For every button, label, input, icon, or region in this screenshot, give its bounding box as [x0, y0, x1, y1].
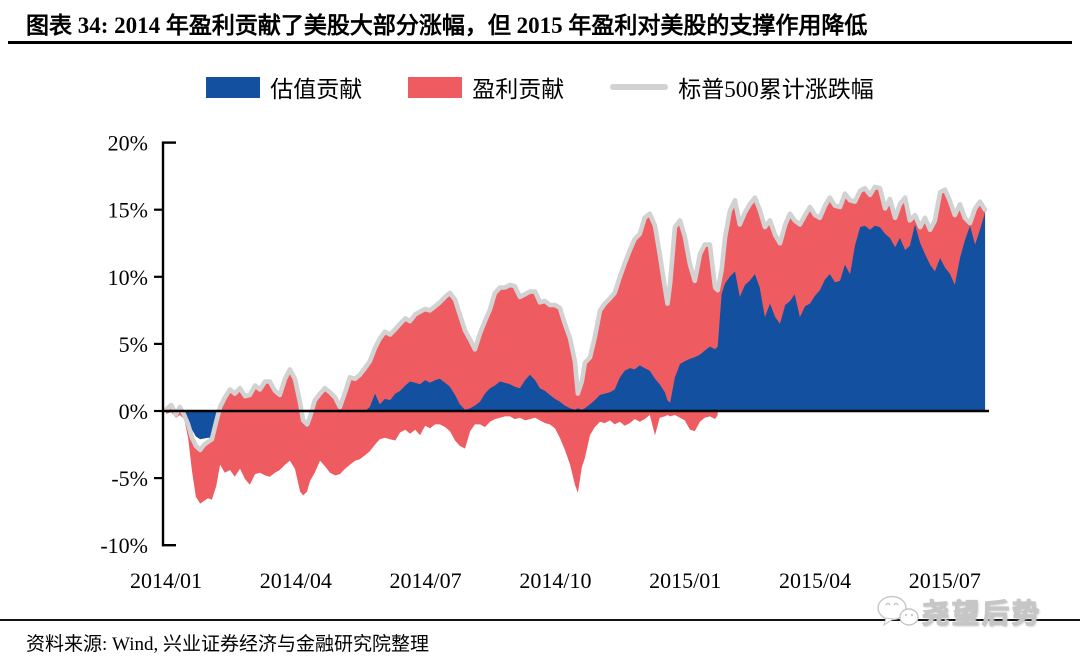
y-tick-label: 15%: [108, 198, 148, 223]
x-tick-label: 2015/07: [909, 568, 981, 593]
source-note: 资料来源: Wind, 兴业证券经济与金融研究院整理: [26, 629, 429, 656]
wechat-logo-icon: [876, 594, 920, 630]
y-tick-label: -5%: [111, 466, 148, 491]
y-tick-label: 20%: [108, 131, 148, 156]
x-tick-label: 2015/01: [649, 568, 721, 593]
watermark-text: 尧望后势: [922, 592, 1042, 631]
stacked-area-chart: 20% 15% 10% 5% 0% -5% -10% 2014/01 2014/04 2014/0…: [0, 0, 1080, 664]
x-tick-label: 2014/01: [130, 568, 202, 593]
y-tick-label: 5%: [119, 332, 148, 357]
x-tick-label: 2015/04: [779, 568, 851, 593]
x-tick-label: 2014/10: [519, 568, 591, 593]
x-tick-label: 2014/04: [260, 568, 332, 593]
y-tick-label: 0%: [119, 399, 148, 424]
watermark: 尧望后势: [876, 592, 1042, 631]
x-tick-label: 2014/07: [390, 568, 462, 593]
y-tick-label: -10%: [100, 533, 148, 558]
figure-card: 图表 34: 2014 年盈利贡献了美股大部分涨幅，但 2015 年盈利对美股的…: [0, 0, 1080, 664]
y-tick-label: 10%: [108, 265, 148, 290]
